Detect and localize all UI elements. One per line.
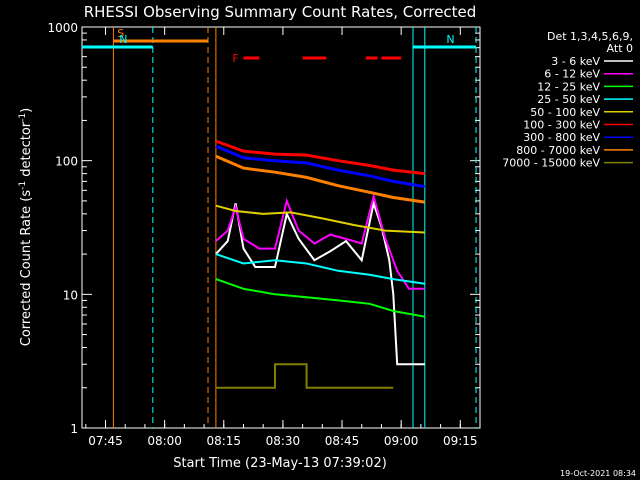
legend-header-line-2: Att 0 <box>607 42 633 55</box>
x-tick-label: 07:45 <box>88 434 123 448</box>
legend-entry-label: 800 - 7000 keV <box>516 144 600 157</box>
series-line <box>215 363 394 389</box>
series-line <box>215 199 425 366</box>
series-line <box>215 204 425 234</box>
y-tick-label: 1000 <box>47 21 78 35</box>
y-tick-label: 100 <box>55 155 78 169</box>
x-tick-label: 08:15 <box>206 434 241 448</box>
x-tick-label: 08:45 <box>325 434 360 448</box>
series-line <box>215 139 425 176</box>
svg-text:Corrected Count Rate (s-1 dete: Corrected Count Rate (s-1 detector-1) <box>18 108 34 346</box>
legend-header-line-1: Det 1,3,4,5,6,9, <box>547 30 633 43</box>
plot-frame <box>81 26 481 429</box>
flag-label-saa: S <box>117 27 124 40</box>
plot-series <box>215 139 426 389</box>
vertical-markers <box>112 27 477 428</box>
x-tick-label: 09:15 <box>443 434 478 448</box>
chart-title: RHESSI Observing Summary Count Rates, Co… <box>84 3 477 21</box>
legend-entry-label: 3 - 6 keV <box>551 55 600 68</box>
axis-ticks: 07:45 08:00 08:15 08:30 08:45 09:00 09:15 1 10 10… <box>47 21 481 448</box>
series-line <box>215 192 425 290</box>
y-tick-label: 1 <box>70 422 78 436</box>
x-tick-label: 09:00 <box>384 434 419 448</box>
x-axis-label: Start Time (23-May-13 07:39:02) <box>173 456 387 471</box>
x-tick-label: 08:30 <box>266 434 301 448</box>
status-flags: SN NF <box>81 27 477 65</box>
legend-entry-label: 6 - 12 keV <box>544 68 600 81</box>
x-tick-label: 08:00 <box>147 434 182 448</box>
flag-label-flare: F <box>232 52 238 65</box>
legend-entry-label: 7000 - 15000 keV <box>502 157 600 170</box>
series-line <box>215 154 426 204</box>
legend-entry-label: 100 - 300 keV <box>523 119 600 132</box>
y-axis-label: Corrected Count Rate (s-1 detector-1) <box>18 108 34 346</box>
flag-label-night: N <box>119 33 127 46</box>
legend-entry-label: 50 - 100 keV <box>530 106 600 119</box>
y-tick-label: 10 <box>63 288 78 302</box>
timestamp: 19-Oct-2021 08:34 <box>560 469 636 478</box>
flag-label-night: N <box>446 33 454 46</box>
legend-entry-label: 25 - 50 keV <box>537 93 600 106</box>
series-line <box>215 278 425 318</box>
series-line <box>215 253 425 285</box>
legend-entry-label: 12 - 25 keV <box>537 80 600 93</box>
legend-entry-label: 300 - 800 keV <box>523 131 600 144</box>
series-line <box>215 144 426 189</box>
